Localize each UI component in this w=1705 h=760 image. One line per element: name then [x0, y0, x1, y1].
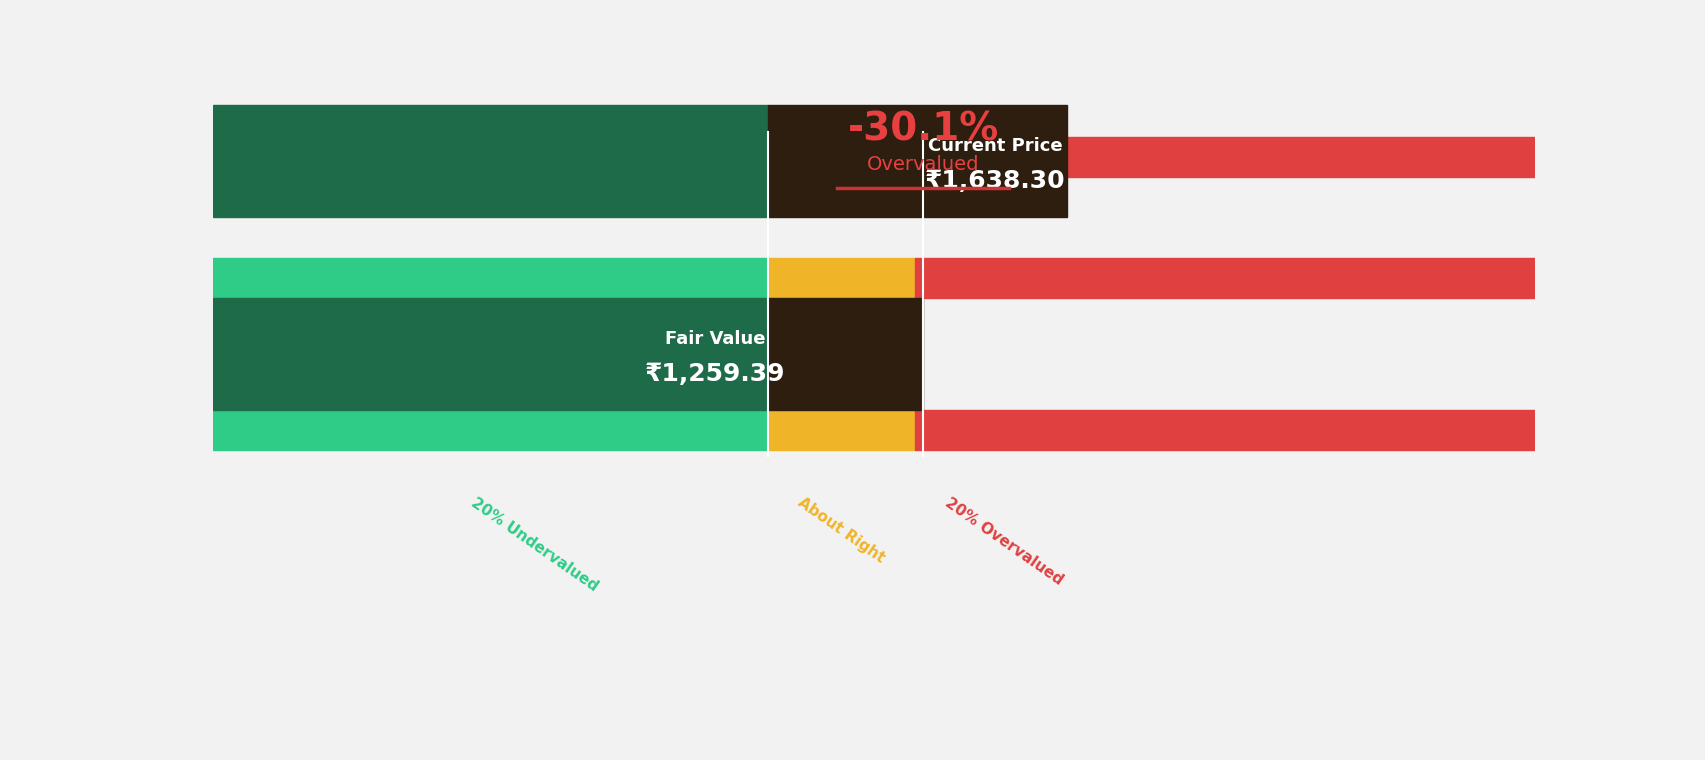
- Bar: [914, 410, 1534, 450]
- Bar: [767, 410, 914, 450]
- Text: ₹1,638.30: ₹1,638.30: [924, 169, 1066, 193]
- Bar: [213, 138, 767, 177]
- Text: ₹1,259.39: ₹1,259.39: [644, 363, 784, 386]
- Bar: [767, 138, 914, 177]
- Text: 20% Overvalued: 20% Overvalued: [941, 495, 1066, 587]
- Text: -30.1%: -30.1%: [847, 110, 999, 148]
- Bar: [767, 258, 914, 298]
- Bar: [914, 138, 1534, 177]
- Bar: [914, 258, 1534, 298]
- Bar: [213, 258, 767, 298]
- Text: About Right: About Right: [795, 495, 887, 566]
- Bar: [213, 105, 767, 217]
- Bar: [213, 298, 767, 410]
- Bar: [213, 410, 767, 450]
- Text: Fair Value: Fair Value: [665, 331, 766, 348]
- Text: Current Price: Current Price: [928, 138, 1062, 155]
- Bar: [767, 105, 1067, 217]
- Text: 20% Undervalued: 20% Undervalued: [467, 495, 600, 594]
- Bar: [767, 298, 922, 410]
- Text: Overvalued: Overvalued: [866, 155, 979, 174]
